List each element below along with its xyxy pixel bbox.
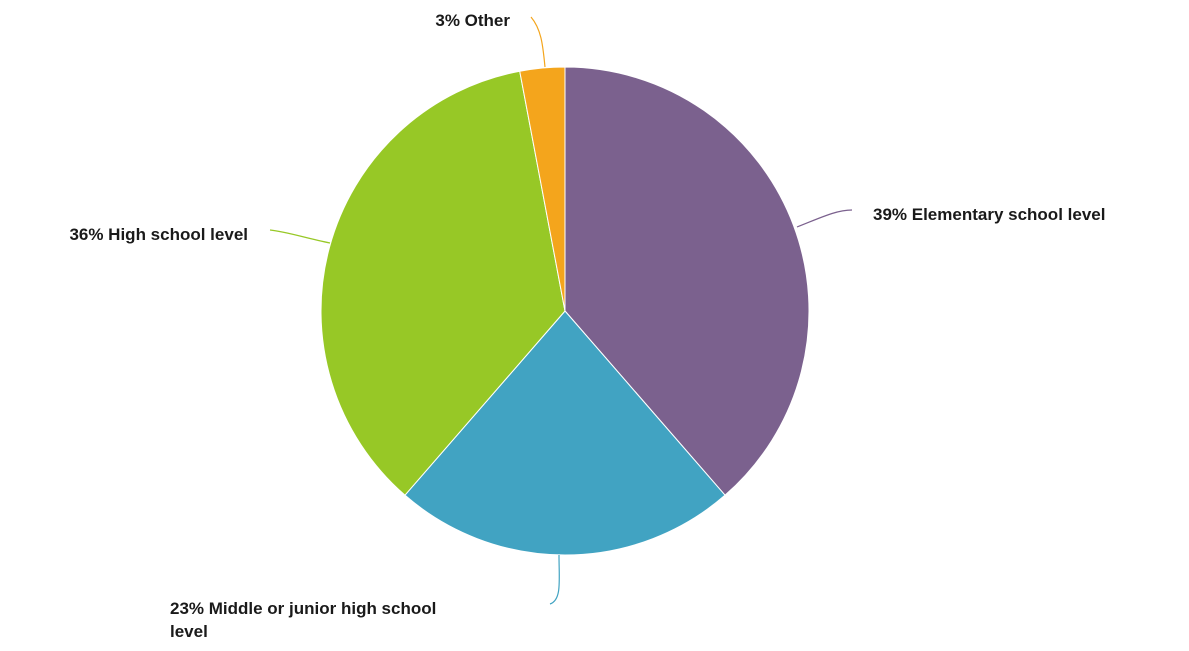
slice-label-1: 23% Middle or junior high school level bbox=[170, 599, 436, 641]
slice-label-0: 39% Elementary school level bbox=[873, 205, 1105, 224]
pie-slice-3 bbox=[519, 66, 566, 312]
pie-slice-1 bbox=[404, 310, 726, 556]
leader-line-3 bbox=[530, 16, 546, 68]
leader-line-2 bbox=[269, 229, 331, 244]
slice-label-line: 23% Middle or junior high school bbox=[170, 599, 436, 618]
slice-label-2: 36% High school level bbox=[69, 225, 248, 244]
slice-labels: 39% Elementary school level 23% Middle or… bbox=[69, 11, 1105, 641]
leader-line-1 bbox=[549, 554, 560, 605]
slice-label-3: 3% Other bbox=[435, 11, 510, 30]
slice-label-line: 3% Other bbox=[435, 11, 510, 30]
leader-lines bbox=[269, 16, 853, 605]
leader-line-0 bbox=[796, 209, 853, 228]
slice-label-line: 39% Elementary school level bbox=[873, 205, 1105, 224]
pie-slices bbox=[320, 66, 810, 556]
pie-slice-2 bbox=[320, 70, 566, 496]
pie-slice-0 bbox=[564, 66, 810, 496]
slice-label-line: level bbox=[170, 622, 208, 641]
slice-label-line: 36% High school level bbox=[69, 225, 248, 244]
